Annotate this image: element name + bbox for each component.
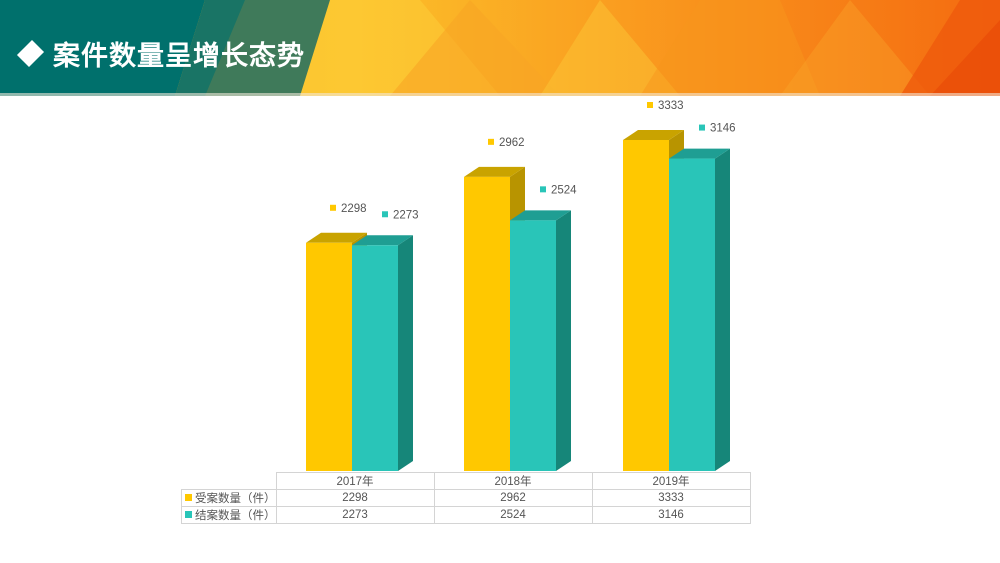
table-cell: 3333 [591,489,751,507]
data-label-marker [382,211,388,218]
bar [510,220,556,471]
data-label: 2524 [551,184,577,196]
data-label-marker [540,186,546,193]
bar [464,176,510,471]
bar-top [306,232,367,243]
table-header: 2019年 [591,472,751,490]
legend-swatch-accepted [185,494,192,501]
table-row: 受案数量（件） 2298 2962 3333 [181,489,751,507]
title-text: 案件数量呈增长态势 [53,41,305,72]
table-row: 结案数量（件） 2273 2524 3146 [181,506,751,524]
table-header: 2017年 [275,472,435,490]
bar [352,245,398,471]
data-label-marker [488,138,494,145]
data-label-marker [647,102,653,108]
bar-top [669,148,730,159]
data-table: 2017年 2018年 2019年 受案数量（件） 2298 2962 3333… [181,472,751,524]
data-label-marker [699,124,705,131]
table-cell: 2298 [275,489,435,507]
bar-side [398,235,413,471]
table-header: 2018年 [433,472,593,490]
bar-top [464,166,525,177]
bar-top [623,130,684,140]
bar-top [510,210,571,221]
row-label: 受案数量（件） [195,493,276,505]
page-title: 案件数量呈增长态势 [16,34,305,73]
data-label: 3333 [658,100,684,112]
diamond-icon [16,39,45,68]
table-cell: 3146 [591,506,751,524]
table-cell: 2273 [275,506,435,524]
table-cell: 2524 [433,506,593,524]
legend-swatch-closed [185,511,192,518]
table-cell: 2962 [433,489,593,507]
data-label: 2273 [393,209,419,221]
row-label: 结案数量（件） [195,510,276,522]
bar-side [715,148,730,471]
bar-side [556,210,571,471]
data-label: 2962 [499,137,525,149]
bar [306,242,352,471]
bar-chart: 2298 2273 2962 2524 3333 3146 [306,100,736,471]
table-corner [181,472,277,490]
bar-top [352,235,413,246]
bar [623,140,669,471]
header-banner [0,0,1000,96]
data-label: 2298 [341,203,367,215]
bar [669,158,715,471]
data-label-marker [330,204,336,211]
data-label: 3146 [710,123,736,135]
